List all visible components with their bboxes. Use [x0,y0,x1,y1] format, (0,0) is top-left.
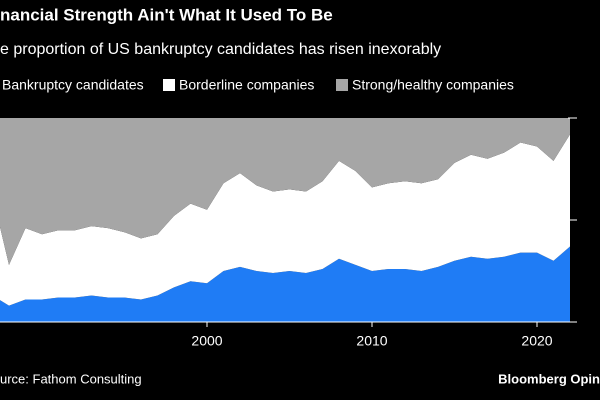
chart-subtitle: e proportion of US bankruptcy candidates… [0,41,441,58]
area [0,246,570,322]
legend-label: Bankruptcy candidates [2,77,144,93]
legend-label: Borderline companies [179,77,314,93]
legend-label: Strong/healthy companies [352,77,514,93]
legend-swatch [336,79,348,91]
chart-title: nancial Strength Ain't What It Used To B… [0,5,333,24]
brand: Bloomberg Opin [498,371,600,386]
x-tick-label: 2020 [521,333,552,349]
source: urce: Fathom Consulting [0,371,142,386]
x-tick-label: 2010 [356,333,387,349]
area [0,118,570,265]
x-tick-label: 2000 [191,333,222,349]
legend-swatch [163,79,175,91]
area [0,134,570,306]
